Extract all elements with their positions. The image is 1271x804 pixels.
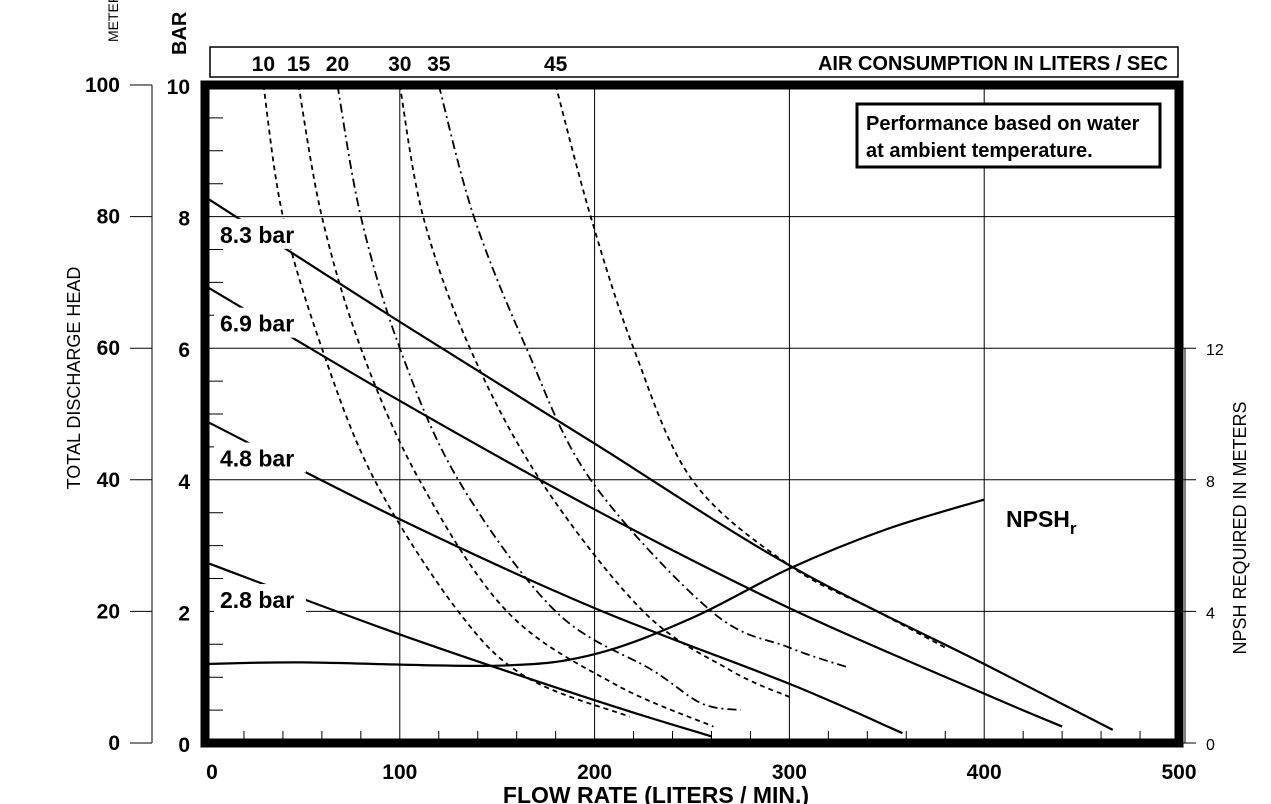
pressure-label: 2.8 bar bbox=[220, 587, 294, 613]
bar-tick-label: 10 bbox=[167, 76, 190, 99]
meters-tick-label: 100 bbox=[85, 74, 120, 97]
meters-tick-label: 0 bbox=[108, 732, 120, 755]
pressure-label-backing bbox=[214, 218, 306, 249]
air-consumption-labels: 10 15 20 30 35 45 bbox=[252, 53, 568, 76]
x-tick-label: 200 bbox=[577, 761, 612, 784]
npsh-label-main: NPSH bbox=[1006, 506, 1070, 532]
pressure-label: 8.3 bar bbox=[220, 222, 294, 248]
pressure-label-backing bbox=[214, 442, 306, 473]
pressure-curve bbox=[204, 284, 1063, 728]
npsh-tick-label: 4 bbox=[1206, 605, 1215, 622]
meters-unit-label: METERS bbox=[105, 0, 121, 42]
x-axis-title: FLOW RATE (LITERS / MIN.) bbox=[503, 782, 809, 804]
air-consumption-label: 30 bbox=[388, 53, 411, 76]
air-consumption-label: 15 bbox=[287, 53, 311, 76]
npsh-label: NPSHr bbox=[1006, 506, 1077, 538]
pressure-label: 4.8 bar bbox=[220, 446, 294, 472]
air-consumption-curve bbox=[297, 84, 714, 728]
npsh-label-sub: r bbox=[1070, 519, 1077, 538]
pressure-curve bbox=[204, 195, 1114, 731]
npsh-tick-label: 8 bbox=[1206, 474, 1215, 491]
plot-frame bbox=[200, 80, 1184, 748]
npsh-curve-group bbox=[204, 498, 985, 668]
pressure-label: 6.9 bar bbox=[220, 311, 294, 337]
air-consumption-label: 45 bbox=[544, 53, 568, 76]
pressure-curves: 8.3 bar 6.9 bar 4.8 bar 2.8 bar bbox=[204, 195, 1114, 738]
note-box bbox=[855, 102, 1162, 169]
x-axis: 0 100 200 300 400 500 bbox=[206, 761, 1196, 784]
minor-ticks bbox=[205, 117, 1141, 743]
bar-tick-label: 4 bbox=[178, 471, 190, 494]
pressure-label-backing bbox=[214, 307, 306, 338]
air-consumption-curve bbox=[437, 84, 849, 669]
x-tick-label: 500 bbox=[1161, 761, 1196, 784]
meters-tick-label: 80 bbox=[97, 206, 120, 229]
bar-tick-label: 0 bbox=[178, 734, 190, 757]
bar-tick-label: 6 bbox=[178, 339, 190, 362]
air-consumption-label: 10 bbox=[252, 53, 275, 76]
note-line-2: at ambient temperature. bbox=[866, 140, 1093, 162]
x-tick-label: 100 bbox=[382, 761, 417, 784]
left-axes: 0 20 40 60 80 100 0 2 4 6 8 10 bbox=[85, 74, 190, 757]
air-consumption-curve bbox=[262, 84, 630, 718]
x-tick-label: 400 bbox=[967, 761, 1002, 784]
x-tick-label: 300 bbox=[772, 761, 807, 784]
npsh-tick-label: 0 bbox=[1206, 737, 1215, 754]
pressure-curve bbox=[204, 419, 903, 735]
npsh-curve bbox=[204, 498, 985, 668]
air-consumption-label: 20 bbox=[326, 53, 349, 76]
bar-unit-label: BAR bbox=[169, 11, 191, 55]
meters-tick-label: 60 bbox=[97, 337, 120, 360]
air-consumption-curves bbox=[262, 84, 946, 728]
air-consumption-curve bbox=[336, 84, 741, 711]
bar-tick-label: 2 bbox=[178, 602, 190, 625]
npsh-tick-label: 12 bbox=[1206, 342, 1224, 359]
bar-tick-label: 8 bbox=[178, 208, 190, 231]
y-axis-title: TOTAL DISCHARGE HEAD bbox=[64, 267, 84, 490]
air-consumption-label: 35 bbox=[427, 53, 451, 76]
npsh-axis: 0 4 8 12 bbox=[1179, 342, 1224, 754]
meters-tick-label: 20 bbox=[97, 600, 120, 623]
pressure-label-backing bbox=[214, 584, 306, 615]
air-consumption-curve bbox=[554, 84, 946, 649]
meters-tick-label: 40 bbox=[97, 469, 120, 492]
npsh-axis-title: NPSH REQUIRED IN METERS bbox=[1230, 401, 1250, 654]
x-tick-label: 0 bbox=[206, 761, 218, 784]
note-line-1: Performance based on water bbox=[866, 113, 1140, 135]
grid-lines bbox=[205, 85, 1179, 743]
air-consumption-box bbox=[209, 46, 1179, 78]
air-consumption-title: AIR CONSUMPTION IN LITERS / SEC bbox=[818, 53, 1168, 75]
